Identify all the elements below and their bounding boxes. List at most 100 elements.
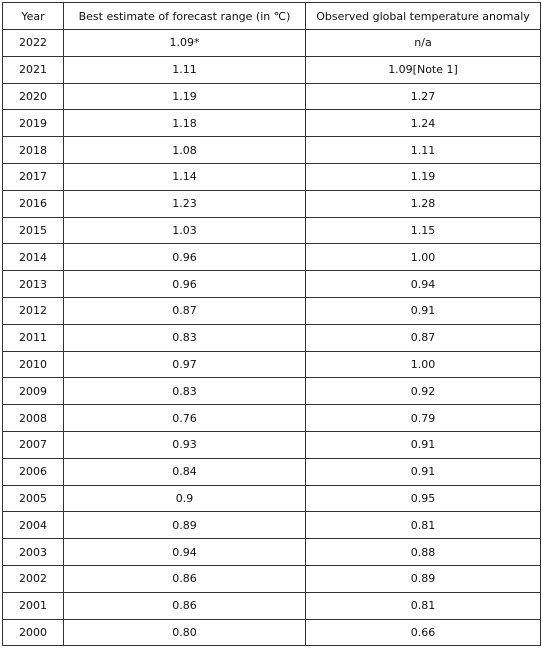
value-cell: 1.00 xyxy=(305,350,541,379)
value-cell: 0.84 xyxy=(63,457,306,486)
value-cell: 0.81 xyxy=(305,591,541,620)
year-cell: 2022 xyxy=(2,29,64,57)
value-cell: 1.03 xyxy=(63,216,306,245)
year-cell: 2017 xyxy=(2,162,64,191)
value-cell: 0.80 xyxy=(63,618,306,647)
year-cell: 2011 xyxy=(2,323,64,352)
table-row: 2010 0.97 1.00 xyxy=(2,350,541,379)
table-row: 2022 1.09* n/a xyxy=(2,29,541,57)
year-cell: 2020 xyxy=(2,82,64,111)
value-cell: 0.92 xyxy=(305,377,541,406)
table-row: 2016 1.23 1.28 xyxy=(2,189,541,218)
value-cell: 1.28 xyxy=(305,189,541,218)
table-row: 2015 1.03 1.15 xyxy=(2,216,541,245)
value-cell: 1.24 xyxy=(305,109,541,138)
year-cell: 2010 xyxy=(2,350,64,379)
table-row: 2005 0.9 0.95 xyxy=(2,484,541,513)
value-cell: 0.86 xyxy=(63,591,306,620)
year-cell: 2006 xyxy=(2,457,64,486)
table-row: 2002 0.86 0.89 xyxy=(2,564,541,593)
year-cell: 2005 xyxy=(2,484,64,513)
value-cell: 1.11 xyxy=(63,55,306,84)
header-cell: Observed global temperature anomaly xyxy=(305,2,541,30)
value-cell: 1.09* xyxy=(63,29,306,57)
value-cell: 1.23 xyxy=(63,189,306,218)
value-cell: 0.83 xyxy=(63,377,306,406)
year-cell: 2013 xyxy=(2,270,64,298)
table-row: 2004 0.89 0.81 xyxy=(2,511,541,540)
year-cell: 2000 xyxy=(2,618,64,647)
value-cell: 1.19 xyxy=(63,82,306,111)
value-cell: 0.94 xyxy=(305,270,541,298)
value-cell: 0.87 xyxy=(305,323,541,352)
value-cell: 0.79 xyxy=(305,404,541,432)
table-row: 2000 0.80 0.66 xyxy=(2,618,541,647)
value-cell: 1.15 xyxy=(305,216,541,245)
value-cell: 1.00 xyxy=(305,243,541,272)
table-row: 2013 0.96 0.94 xyxy=(2,270,541,298)
value-cell: 0.93 xyxy=(63,430,306,459)
table-row: 2006 0.84 0.91 xyxy=(2,457,541,486)
header-cell: Year xyxy=(2,2,64,30)
value-cell: n/a xyxy=(305,29,541,57)
value-cell: 0.89 xyxy=(305,564,541,593)
year-cell: 2002 xyxy=(2,564,64,593)
year-cell: 2015 xyxy=(2,216,64,245)
value-cell: 1.18 xyxy=(63,109,306,138)
year-cell: 2016 xyxy=(2,189,64,218)
year-cell: 2008 xyxy=(2,404,64,432)
header-cell: Best estimate of forecast range (in ℃) xyxy=(63,2,306,30)
value-cell: 0.91 xyxy=(305,430,541,459)
value-cell: 1.27 xyxy=(305,82,541,111)
table-row: 2018 1.08 1.11 xyxy=(2,136,541,164)
table-header: Year Best estimate of forecast range (in … xyxy=(2,2,541,30)
value-cell: 0.94 xyxy=(63,538,306,566)
year-cell: 2001 xyxy=(2,591,64,620)
year-cell: 2012 xyxy=(2,296,64,325)
table-row: 2011 0.83 0.87 xyxy=(2,323,541,352)
table-row: 2001 0.86 0.81 xyxy=(2,591,541,620)
value-cell: 0.96 xyxy=(63,243,306,272)
table-row: 2007 0.93 0.91 xyxy=(2,430,541,459)
value-cell: 0.91 xyxy=(305,457,541,486)
year-cell: 2014 xyxy=(2,243,64,272)
table-row: 2019 1.18 1.24 xyxy=(2,109,541,138)
value-cell: 0.83 xyxy=(63,323,306,352)
value-cell: 0.96 xyxy=(63,270,306,298)
value-cell: 0.9 xyxy=(63,484,306,513)
value-cell: 1.19 xyxy=(305,162,541,191)
year-cell: 2018 xyxy=(2,136,64,164)
table-row: 2014 0.96 1.00 xyxy=(2,243,541,272)
year-cell: 2004 xyxy=(2,511,64,540)
year-cell: 2003 xyxy=(2,538,64,566)
value-cell: 0.76 xyxy=(63,404,306,432)
value-cell: 1.08 xyxy=(63,136,306,164)
value-cell: 0.95 xyxy=(305,484,541,513)
year-cell: 2007 xyxy=(2,430,64,459)
value-cell: 0.86 xyxy=(63,564,306,593)
table-row: 2012 0.87 0.91 xyxy=(2,296,541,325)
value-cell: 0.89 xyxy=(63,511,306,540)
table-row: 2017 1.14 1.19 xyxy=(2,162,541,191)
header-row: Year Best estimate of forecast range (in … xyxy=(2,2,541,30)
year-cell: 2021 xyxy=(2,55,64,84)
table-row: 2009 0.83 0.92 xyxy=(2,377,541,406)
table-body: 2022 1.09* n/a 2021 1.11 1.09[Note 1] 2020 1.19… xyxy=(2,29,541,647)
value-cell: 0.88 xyxy=(305,538,541,566)
value-cell: 1.11 xyxy=(305,136,541,164)
year-cell: 2009 xyxy=(2,377,64,406)
value-cell: 0.81 xyxy=(305,511,541,540)
year-cell: 2019 xyxy=(2,109,64,138)
table-row: 2003 0.94 0.88 xyxy=(2,538,541,566)
value-cell: 0.97 xyxy=(63,350,306,379)
value-cell: 0.91 xyxy=(305,296,541,325)
table-row: 2020 1.19 1.27 xyxy=(2,82,541,111)
value-cell: 1.09[Note 1] xyxy=(305,55,541,84)
table-row: 2021 1.11 1.09[Note 1] xyxy=(2,55,541,84)
table-row: 2008 0.76 0.79 xyxy=(2,404,541,432)
value-cell: 1.14 xyxy=(63,162,306,191)
value-cell: 0.87 xyxy=(63,296,306,325)
value-cell: 0.66 xyxy=(305,618,541,647)
